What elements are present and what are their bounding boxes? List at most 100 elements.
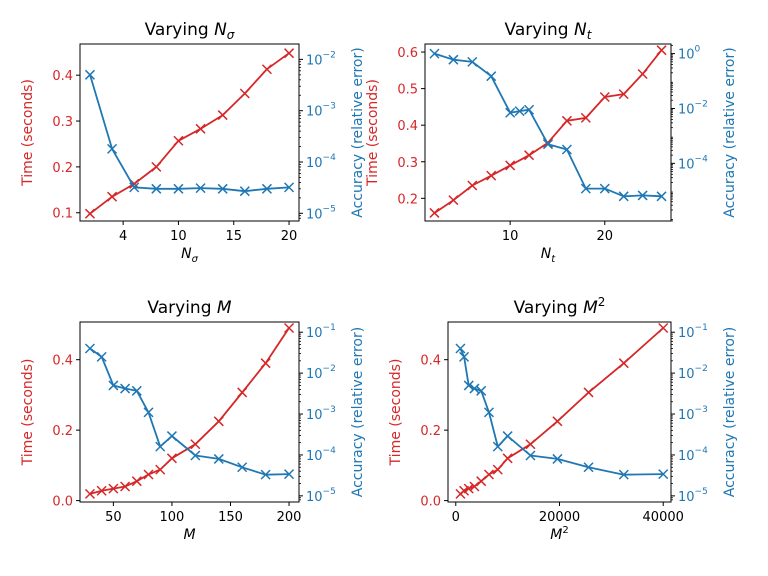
title-variable: N (574, 20, 587, 40)
time-data-point (96, 485, 107, 496)
accuracy-data-point (195, 183, 206, 194)
accuracy-data-point (131, 385, 142, 396)
left-y-tick-label: 0.1 (52, 207, 73, 222)
right-y-tick-label: 10−1 (678, 323, 708, 341)
accuracy-data-point (143, 407, 154, 418)
tick-exponent: −4 (323, 446, 337, 456)
tick-base: 10 (678, 48, 695, 63)
time-data-point (525, 439, 536, 450)
left-y-tick-label: 0.3 (397, 156, 418, 171)
time-data-point (143, 469, 154, 480)
left-y-tick-label: 0.0 (52, 495, 73, 510)
x-tick-label: 40000 (643, 510, 684, 525)
time-data-point (84, 488, 95, 499)
accuracy-data-point (463, 380, 474, 391)
time-data-point (599, 91, 610, 103)
tick-base: 10 (678, 326, 695, 341)
title-variable: N (214, 20, 227, 40)
accuracy-data-point (166, 431, 177, 442)
left-y-tick-label: 0.4 (52, 69, 73, 84)
tick-base: 10 (678, 157, 695, 172)
accuracy-data-point (580, 183, 591, 194)
right-y-tick-label: 10−2 (678, 364, 708, 382)
time-data-point (107, 191, 118, 202)
tick-exponent: −5 (323, 204, 336, 214)
tick-exponent: −5 (695, 487, 708, 497)
tick-exponent: −4 (323, 153, 337, 163)
accuracy-data-point (155, 441, 166, 452)
x-axis-label: M (183, 527, 195, 543)
accuracy-data-point (237, 462, 248, 473)
accuracy-series-line (89, 347, 290, 476)
x-tick-label: 15 (225, 229, 242, 244)
tick-exponent: −2 (695, 99, 708, 109)
time-data-point (483, 469, 495, 480)
accuracy-data-point (486, 71, 497, 82)
accuracy-data-point (107, 143, 118, 154)
time-data-point (524, 150, 535, 161)
accuracy-data-point (108, 380, 119, 391)
title-superscript: 2 (598, 295, 606, 309)
accuracy-data-point (84, 69, 95, 80)
accuracy-data-point (151, 183, 162, 194)
tick-base: 10 (306, 105, 323, 120)
time-data-point (467, 180, 478, 191)
x-axis-label: Nt (541, 246, 556, 265)
time-data-point (151, 161, 162, 172)
x-label-superscript: 2 (562, 525, 568, 536)
accuracy-series-line (459, 348, 664, 476)
time-data-point (217, 110, 228, 121)
tick-base: 10 (306, 53, 323, 68)
tick-exponent: −4 (695, 446, 709, 456)
time-series-line (89, 52, 290, 215)
right-y-tick-label: 10−5 (306, 487, 336, 505)
chart-title: Varying Nt (505, 20, 593, 42)
tick-base: 10 (306, 367, 323, 382)
left-y-axis-label: Time (seconds) (20, 79, 36, 187)
tick-base: 10 (306, 449, 323, 464)
title-variable: M (583, 298, 598, 318)
right-y-tick-label: 10−4 (306, 446, 336, 464)
tick-exponent: −2 (323, 364, 336, 374)
tick-exponent: −2 (323, 50, 336, 60)
tick-exponent: −3 (323, 405, 336, 415)
plot-frame (79, 321, 300, 503)
x-tick-label: 150 (218, 510, 243, 525)
right-y-tick-label: 10−4 (678, 446, 708, 464)
accuracy-data-point (260, 469, 271, 480)
accuracy-data-point (552, 453, 563, 464)
title-text: Varying (147, 298, 216, 318)
time-series-line (89, 327, 290, 495)
x-label-variable: M (183, 527, 195, 543)
accuracy-series-line (89, 74, 290, 193)
time-data-point (656, 45, 667, 56)
accuracy-data-point (542, 139, 554, 150)
left-y-tick-label: 0.4 (420, 354, 441, 369)
time-data-point (658, 322, 669, 334)
title-subscript: σ (227, 28, 235, 42)
accuracy-data-point (618, 191, 629, 202)
tick-base: 10 (306, 156, 323, 171)
tick-base: 10 (306, 326, 323, 341)
x-label-variable: N (181, 246, 192, 262)
right-y-tick-label: 10−3 (306, 102, 336, 120)
time-data-point (239, 88, 250, 99)
accuracy-data-point (261, 183, 272, 194)
x-tick-label: 20 (281, 229, 298, 244)
accuracy-data-point (213, 453, 224, 464)
time-data-point (561, 115, 572, 126)
right-y-tick-label: 10−1 (306, 323, 336, 341)
accuracy-data-point (656, 191, 667, 202)
time-data-point (84, 208, 95, 219)
time-data-point (429, 207, 440, 218)
accuracy-data-point (483, 407, 495, 418)
x-tick-label: 100 (160, 510, 185, 525)
tick-base: 10 (306, 207, 323, 222)
subplot-3: Varying M 50 100 150 200 M 0.0 0.2 0.4 Time (seco… (20, 298, 366, 543)
accuracy-data-point (525, 450, 536, 461)
tick-base: 10 (678, 102, 695, 117)
right-y-tick-label: 100 (678, 45, 701, 63)
time-data-point (492, 464, 503, 475)
accuracy-data-point (599, 183, 610, 194)
accuracy-data-point (284, 182, 295, 193)
